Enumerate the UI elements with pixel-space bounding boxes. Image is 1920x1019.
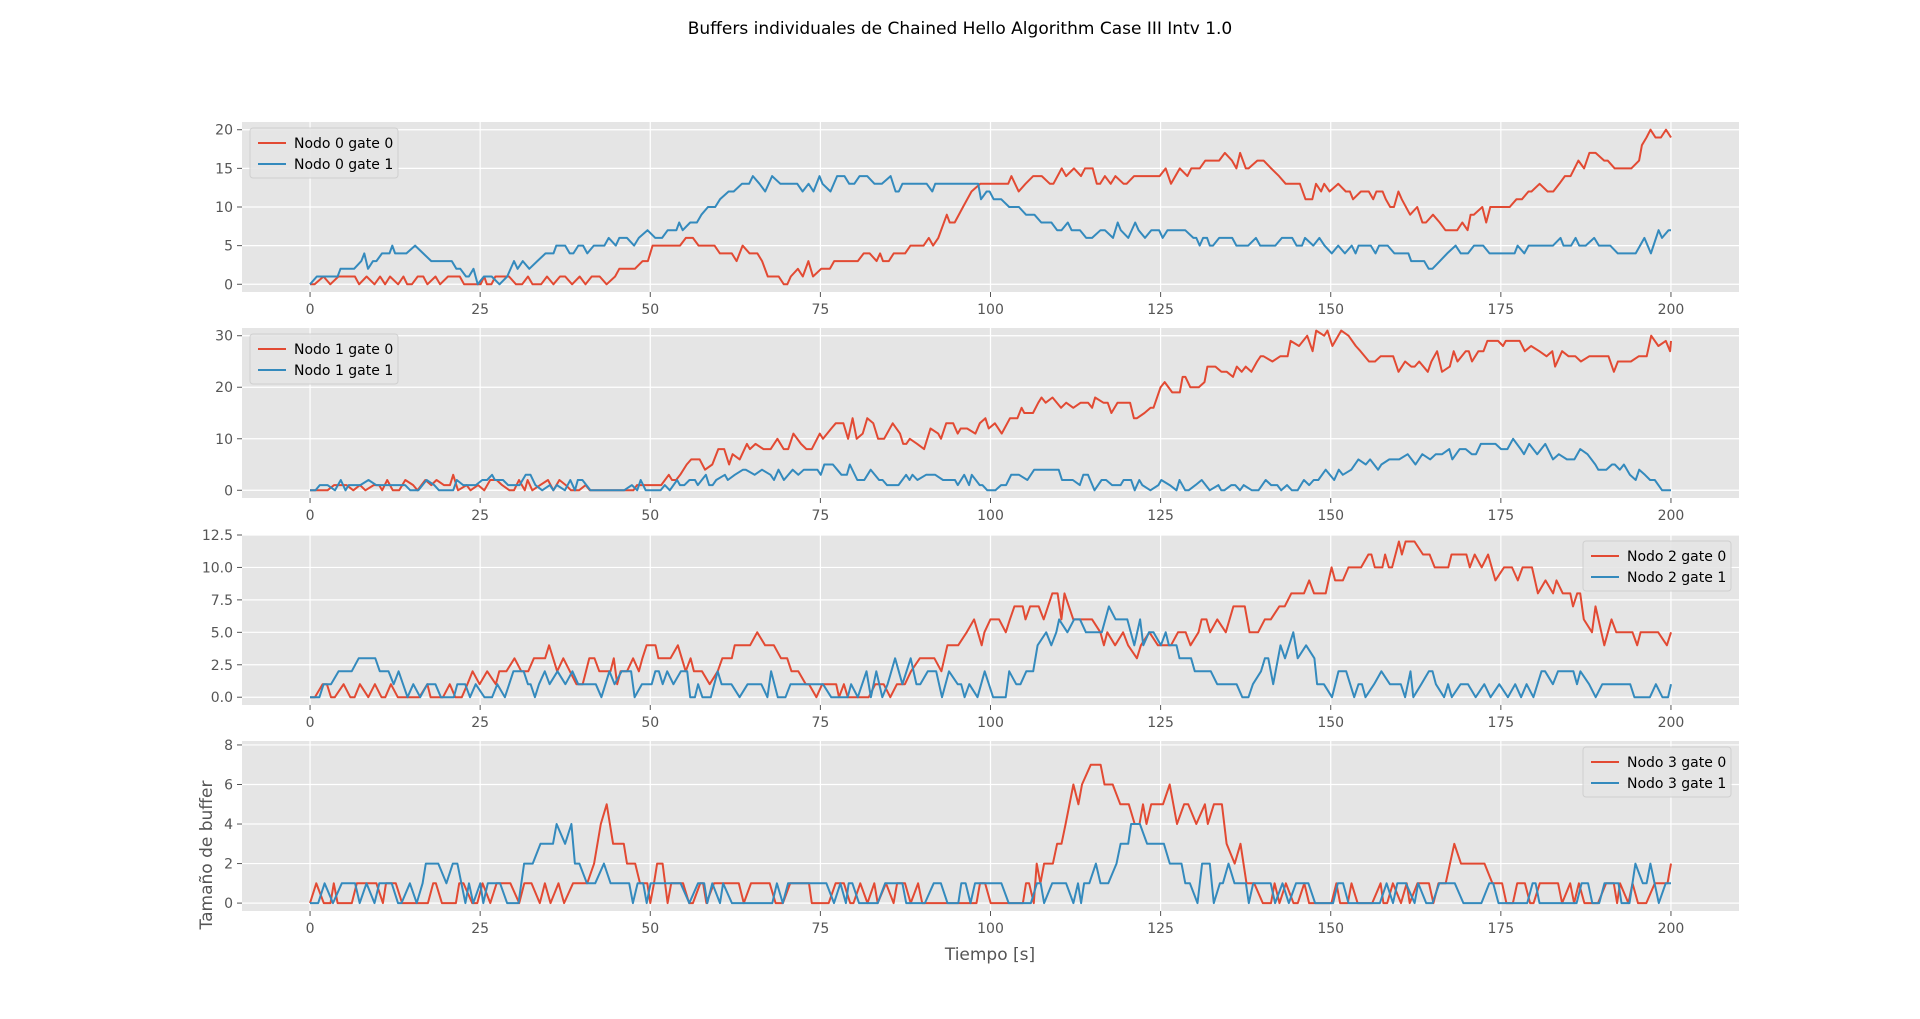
y-tick-label: 4 — [224, 817, 233, 833]
x-tick-label: 125 — [1147, 921, 1174, 937]
series-line-gate-1 — [310, 823, 1671, 905]
subplot-0: 0 25 50 75 100 125 150 175 200 0 5 10 15 20 Nodo 0 gat… — [215, 122, 1739, 318]
x-tick-label: 25 — [471, 715, 489, 731]
x-tick-label: 200 — [1658, 508, 1685, 524]
y-tick-label: 2.5 — [211, 658, 233, 674]
legend-frame — [249, 127, 399, 179]
series-line-gate-0 — [310, 128, 1672, 286]
x-axis-label: Tiempo [s] — [944, 945, 1035, 965]
subplot-2: 0 25 50 75 100 125 150 175 200 0.0 2.5 5.0 7.5 10.0 12… — [202, 528, 1739, 731]
x-tick-label: 200 — [1658, 715, 1685, 731]
y-tick-label: 12.5 — [202, 528, 233, 544]
x-tick-label: 25 — [471, 302, 489, 318]
x-tick-label: 150 — [1317, 715, 1344, 731]
x-tick-label: 125 — [1147, 508, 1174, 524]
x-tick-label: 125 — [1147, 715, 1174, 731]
y-tick-label: 10 — [215, 432, 233, 448]
x-tick-label: 75 — [811, 302, 829, 318]
y-tick-label: 8 — [224, 738, 233, 754]
y-tick-label: 20 — [215, 380, 233, 396]
y-tick-label: 6 — [224, 777, 233, 793]
y-tick-label: 30 — [215, 329, 233, 345]
legend-label: Nodo 2 gate 1 — [1627, 570, 1726, 586]
y-tick-label: 0 — [224, 896, 233, 912]
x-tick-label: 175 — [1487, 715, 1514, 731]
y-axis-label: Tamaño de buffer — [197, 781, 217, 931]
x-tick-label: 125 — [1147, 302, 1174, 318]
y-tick-label: 7.5 — [211, 593, 233, 609]
x-tick-label: 0 — [306, 508, 315, 524]
y-tick-label: 0 — [224, 277, 233, 293]
x-tick-label: 175 — [1487, 921, 1514, 937]
x-tick-label: 75 — [811, 508, 829, 524]
x-tick-label: 75 — [811, 921, 829, 937]
series-line-gate-0 — [310, 329, 1672, 492]
figure-title: Buffers individuales de Chained Hello Al… — [688, 19, 1233, 39]
y-tick-label: 15 — [215, 161, 233, 177]
x-tick-label: 75 — [811, 715, 829, 731]
legend: Nodo 3 gate 0 Nodo 3 gate 1 — [1582, 746, 1732, 798]
subplot-1: 0 25 50 75 100 125 150 175 200 0 10 20 30 Nodo 1 gate… — [215, 328, 1739, 524]
series-line-gate-1 — [310, 437, 1671, 492]
y-tick-label: 20 — [215, 123, 233, 139]
x-tick-label: 25 — [471, 508, 489, 524]
x-tick-label: 100 — [977, 508, 1004, 524]
legend: Nodo 1 gate 0 Nodo 1 gate 1 — [249, 333, 399, 385]
x-tick-label: 50 — [641, 302, 659, 318]
y-tick-label: 10.0 — [202, 560, 233, 576]
x-tick-label: 25 — [471, 921, 489, 937]
x-tick-label: 0 — [306, 302, 315, 318]
x-tick-label: 200 — [1658, 921, 1685, 937]
legend-label: Nodo 2 gate 0 — [1627, 549, 1726, 565]
legend-frame — [1582, 540, 1732, 592]
series-line-gate-0 — [310, 540, 1672, 699]
y-tick-label: 2 — [224, 857, 233, 873]
x-tick-label: 200 — [1658, 302, 1685, 318]
legend-label: Nodo 3 gate 1 — [1627, 776, 1726, 792]
legend: Nodo 2 gate 0 Nodo 2 gate 1 — [1582, 540, 1732, 592]
x-tick-label: 150 — [1317, 302, 1344, 318]
x-tick-label: 175 — [1487, 302, 1514, 318]
x-tick-label: 175 — [1487, 508, 1514, 524]
series-line-gate-1 — [309, 175, 1671, 286]
legend: Nodo 0 gate 0 Nodo 0 gate 1 — [249, 127, 399, 179]
x-tick-label: 150 — [1317, 921, 1344, 937]
x-tick-label: 100 — [977, 302, 1004, 318]
subplot-3: 0 25 50 75 100 125 150 175 200 0 2 4 6 8 Nodo 3 gate 0… — [224, 738, 1739, 937]
legend-frame — [1582, 746, 1732, 798]
legend-label: Nodo 0 gate 1 — [294, 157, 393, 173]
y-tick-label: 5.0 — [211, 625, 233, 641]
x-tick-label: 0 — [306, 715, 315, 731]
x-tick-label: 50 — [641, 921, 659, 937]
x-tick-label: 150 — [1317, 508, 1344, 524]
legend-label: Nodo 3 gate 0 — [1627, 755, 1726, 771]
legend-label: Nodo 1 gate 0 — [294, 342, 393, 358]
y-tick-label: 0 — [224, 483, 233, 499]
x-tick-label: 100 — [977, 921, 1004, 937]
x-tick-label: 0 — [306, 921, 315, 937]
y-tick-label: 10 — [215, 200, 233, 216]
legend-label: Nodo 1 gate 1 — [294, 363, 393, 379]
x-tick-label: 50 — [641, 508, 659, 524]
series-line-gate-1 — [310, 605, 1672, 699]
x-tick-label: 100 — [977, 715, 1004, 731]
legend-label: Nodo 0 gate 0 — [294, 136, 393, 152]
y-tick-label: 0.0 — [211, 690, 233, 706]
x-tick-label: 50 — [641, 715, 659, 731]
y-tick-label: 5 — [224, 239, 233, 255]
legend-frame — [249, 333, 399, 385]
